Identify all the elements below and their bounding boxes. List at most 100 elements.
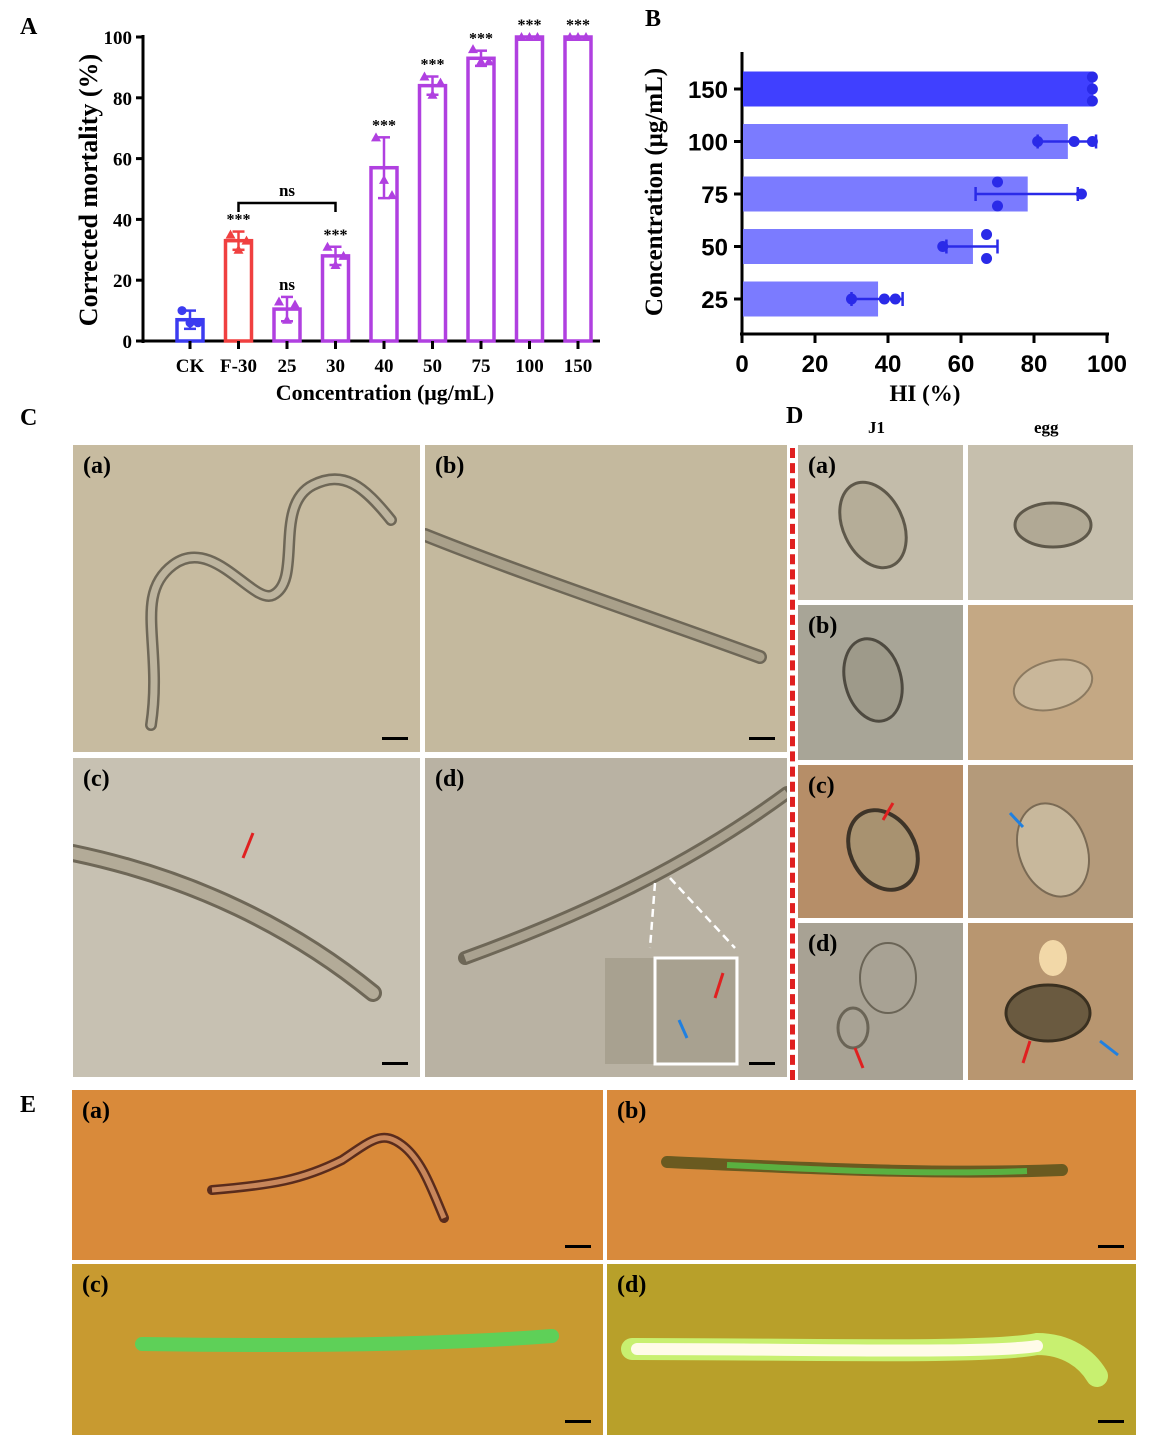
data-point xyxy=(282,314,292,324)
sub-label: (b) xyxy=(435,453,465,479)
data-point xyxy=(387,190,397,200)
panel-label-e: E xyxy=(20,1092,37,1118)
data-point xyxy=(468,44,478,54)
y-tick-label-b: 50 xyxy=(701,235,728,262)
data-point xyxy=(889,293,901,305)
scale-bar xyxy=(565,1245,591,1248)
panel-label-b: B xyxy=(645,6,662,32)
column-header-egg: egg xyxy=(1034,418,1059,437)
significance-label: *** xyxy=(469,31,493,48)
significance-label: *** xyxy=(324,227,348,244)
data-point xyxy=(371,132,381,142)
data-point xyxy=(185,318,195,328)
bar-100 xyxy=(514,35,545,343)
fluorescence-e-d: (d) xyxy=(607,1264,1136,1435)
x-axis-title-a: Concentration (μg/mL) xyxy=(276,380,494,405)
significance-bracket xyxy=(237,201,337,212)
x-tick-label-b: 0 xyxy=(735,351,748,378)
panel-label-a: A xyxy=(20,14,38,40)
data-point xyxy=(484,56,494,66)
data-point xyxy=(1075,188,1087,200)
sub-label: (c) xyxy=(808,773,835,799)
sub-label: (b) xyxy=(808,613,838,639)
data-point xyxy=(937,241,949,252)
y-tick-label-b: 150 xyxy=(688,77,728,104)
data-point xyxy=(878,293,890,305)
data-point xyxy=(427,89,438,99)
sub-label: (a) xyxy=(808,453,836,479)
y-tick-label-b: 100 xyxy=(688,130,728,157)
data-point xyxy=(379,174,389,184)
x-tick-label-b: 20 xyxy=(802,351,829,378)
data-point xyxy=(532,32,543,41)
scale-bar xyxy=(749,737,775,740)
data-point xyxy=(193,318,203,328)
micrograph-d-c-egg xyxy=(968,765,1133,918)
column-header-j1: J1 xyxy=(868,418,885,437)
fluorescence-e-b: (b) xyxy=(607,1090,1136,1260)
data-point xyxy=(1086,83,1098,95)
scale-bar xyxy=(382,737,408,740)
micrograph-c-d: (d) xyxy=(425,758,787,1077)
x-tick-label-b: 80 xyxy=(1021,351,1048,378)
data-point xyxy=(573,32,583,41)
sub-label: (d) xyxy=(808,931,838,957)
micrograph-d-b-j1: (b) xyxy=(798,605,963,760)
scale-bar xyxy=(1098,1245,1124,1248)
data-point xyxy=(516,32,527,41)
micrograph-d-d-egg xyxy=(968,923,1133,1080)
data-point xyxy=(330,260,341,269)
data-point xyxy=(241,235,252,245)
bar-50 xyxy=(417,83,448,343)
x-tick-label-b: 40 xyxy=(875,351,902,378)
fluorescence-e-c: (c) xyxy=(72,1264,603,1435)
data-point xyxy=(992,200,1003,212)
data-point xyxy=(581,32,591,41)
y-tick-label-a: 0 xyxy=(123,332,133,353)
data-point xyxy=(1032,136,1044,147)
data-point xyxy=(1086,95,1098,107)
x-tick-label-a: F-30 xyxy=(220,356,257,377)
y-axis-title-a: Corrected mortality (%) xyxy=(74,54,103,326)
scale-bar xyxy=(1098,1420,1124,1423)
fluorescence-e-a: (a) xyxy=(72,1090,603,1260)
data-point xyxy=(419,71,430,81)
x-tick-label-b: 100 xyxy=(1087,351,1127,378)
data-point xyxy=(1086,136,1098,147)
divider-dashed-line xyxy=(790,448,795,1080)
panel-label-c: C xyxy=(20,405,38,431)
significance-label: *** xyxy=(518,17,542,34)
y-tick-label-a: 20 xyxy=(113,271,132,292)
micrograph-c-b: (b) xyxy=(425,445,787,752)
sub-label: (c) xyxy=(82,1272,109,1298)
sub-label: (d) xyxy=(435,766,465,792)
significance-label: *** xyxy=(566,17,590,34)
sub-label: (a) xyxy=(83,453,111,479)
x-tick-label-a: 75 xyxy=(472,356,491,377)
bar-F-30 xyxy=(223,238,254,343)
data-point xyxy=(435,77,446,87)
data-point xyxy=(565,32,575,41)
data-point xyxy=(322,241,333,251)
bar-100 xyxy=(743,124,1068,159)
y-tick-label-a: 40 xyxy=(113,210,132,231)
y-tick-label-a: 100 xyxy=(104,28,133,49)
micrograph-d-c-j1: (c) xyxy=(798,765,963,918)
sub-label: (a) xyxy=(82,1098,110,1124)
bar-150 xyxy=(563,35,593,343)
micrograph-c-c: (c) xyxy=(73,758,420,1077)
bar-50 xyxy=(743,229,973,264)
y-tick-label-a: 60 xyxy=(113,150,132,171)
y-tick-label-a: 80 xyxy=(113,89,132,110)
x-tick-label-a: 25 xyxy=(278,356,297,377)
data-point xyxy=(274,296,284,306)
data-point xyxy=(524,32,535,41)
data-point xyxy=(225,229,236,239)
data-point xyxy=(992,176,1003,188)
data-point xyxy=(1086,71,1098,83)
data-point xyxy=(290,299,300,309)
sub-label: (b) xyxy=(617,1098,647,1124)
bar-150 xyxy=(743,71,1094,107)
bar-75 xyxy=(466,56,496,343)
scale-bar xyxy=(565,1420,591,1423)
